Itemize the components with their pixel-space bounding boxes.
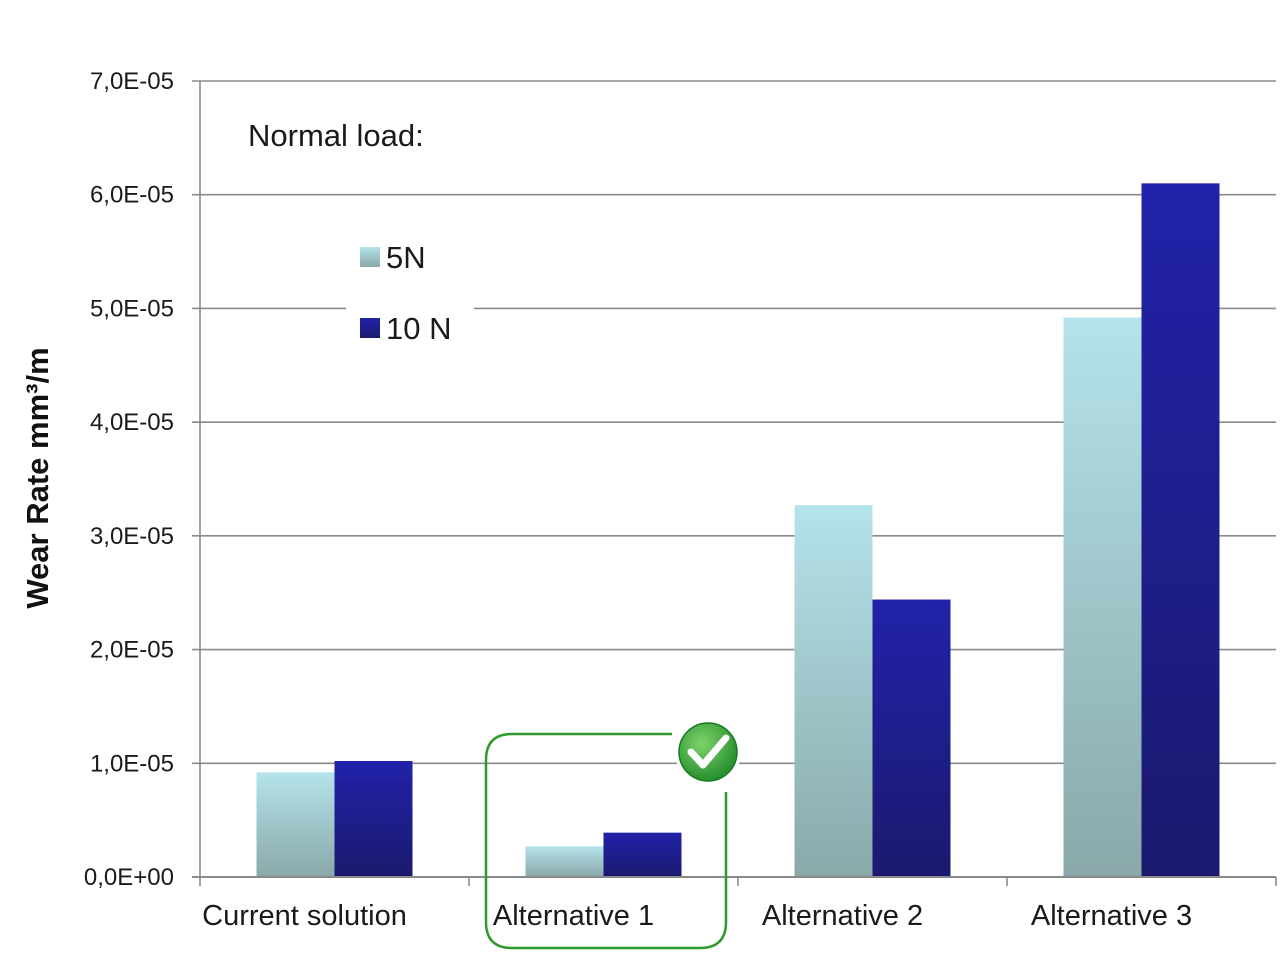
legend-swatch-10n xyxy=(360,318,380,338)
y-tick-label: 5,0E-05 xyxy=(90,295,174,322)
bar-5n-alternative-1 xyxy=(525,846,604,877)
y-tick-labels: 0,0E+00 1,0E-05 2,0E-05 3,0E-05 4,0E-05 5,0E-… xyxy=(84,68,174,891)
legend-swatch-5n xyxy=(360,247,380,267)
y-tick-label: 0,0E+00 xyxy=(84,864,174,891)
category-label: Current solution xyxy=(202,900,407,932)
legend-title: Normal load: xyxy=(248,118,424,153)
bar-10n-alternative-3 xyxy=(1141,183,1220,878)
y-tick-label: 1,0E-05 xyxy=(90,750,174,777)
highlight-box xyxy=(484,719,741,950)
bars xyxy=(256,183,1220,878)
y-tick-label: 2,0E-05 xyxy=(90,637,174,664)
bar-10n-current-solution xyxy=(334,761,413,877)
bar-10n-alternative-1 xyxy=(603,832,682,877)
legend-label-10n: 10 N xyxy=(386,311,451,346)
legend: Normal load: 5N 10 N xyxy=(248,118,474,350)
bar-5n-alternative-2 xyxy=(794,505,873,877)
y-tick-label: 6,0E-05 xyxy=(90,182,174,209)
category-label: Alternative 3 xyxy=(1031,900,1192,932)
bar-10n-alternative-2 xyxy=(872,599,951,877)
category-label: Alternative 1 xyxy=(493,900,654,932)
category-label: Alternative 2 xyxy=(762,900,923,932)
legend-label-5n: 5N xyxy=(386,240,426,275)
y-tick-label: 4,0E-05 xyxy=(90,409,174,436)
highlight-outline xyxy=(484,732,728,950)
x-axis xyxy=(192,876,1277,886)
bar-5n-alternative-3 xyxy=(1063,317,1142,877)
category-labels: Current solution Alternative 1 Alternative… xyxy=(202,900,1192,932)
y-tick-label: 3,0E-05 xyxy=(90,523,174,550)
y-axis-label: Wear Rate mm³/m xyxy=(20,347,55,608)
y-tick-label: 7,0E-05 xyxy=(90,68,174,95)
check-icon xyxy=(675,719,741,785)
bar-5n-current-solution xyxy=(256,772,335,877)
